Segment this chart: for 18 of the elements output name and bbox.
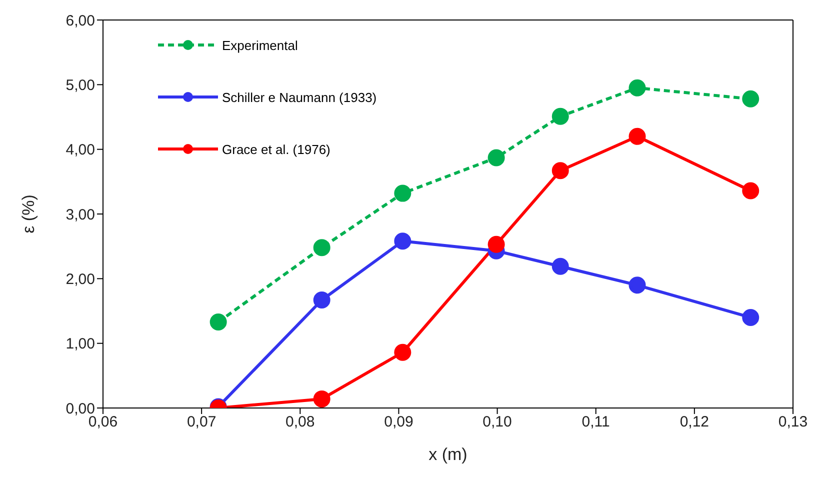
y-tick-label: 2,00 [66,270,95,288]
x-tick-label: 0,11 [582,414,610,431]
x-tick-label: 0,12 [680,414,710,431]
x-tick-label: 0,13 [778,414,808,431]
legend-label: Grace et al. (1976) [222,142,330,156]
y-tick-label: 4,00 [66,142,95,159]
x-tick-label: 0,10 [482,414,512,431]
y-tick-label: 6,00 [66,12,95,30]
y-axis-title: ε (%) [19,194,38,234]
y-tick-label: 5,00 [66,76,95,94]
x-axis-title: x (m) [428,445,468,464]
legend-label: Schiller e Naumann (1933) [222,90,377,104]
x-tick-label: 0,09 [384,414,414,431]
x-tick-label: 0,08 [286,414,315,431]
y-tick-label: 1,00 [66,336,95,353]
y-tick-label: 3,00 [66,206,95,224]
legend-label: Experimental [222,38,298,52]
x-tick-label: 0,07 [186,414,216,431]
